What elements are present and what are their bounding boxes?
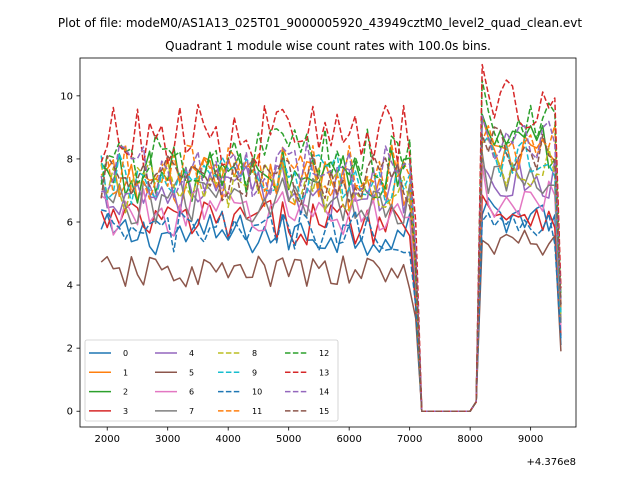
- legend-label-7: 7: [189, 407, 194, 416]
- legend-label-9: 9: [252, 368, 257, 377]
- series-line-13: [100, 63, 562, 412]
- x-offset-label: +4.376e8: [526, 457, 576, 468]
- x-tick-label: 8000: [457, 434, 482, 445]
- series-line-9: [100, 135, 562, 412]
- x-tick-label: 4000: [215, 434, 240, 445]
- figure-suptitle: Plot of file: modeM0/AS1A13_025T01_90000…: [58, 16, 582, 30]
- legend-label-14: 14: [319, 388, 329, 397]
- series-line-7: [100, 152, 562, 412]
- x-tick-label: 7000: [397, 434, 422, 445]
- x-tick-label: 3000: [155, 434, 180, 445]
- legend-label-13: 13: [319, 368, 329, 377]
- y-tick-label: 0: [67, 407, 73, 418]
- legend-label-11: 11: [252, 407, 262, 416]
- legend-label-8: 8: [252, 349, 257, 358]
- chart-title: Quadrant 1 module wise count rates with …: [165, 39, 491, 53]
- legend-label-0: 0: [123, 349, 128, 358]
- legend-label-6: 6: [189, 388, 194, 397]
- y-tick-label: 8: [67, 154, 73, 165]
- y-tick-label: 2: [67, 344, 73, 355]
- legend-label-2: 2: [123, 388, 128, 397]
- series-line-12: [100, 79, 562, 412]
- legend-label-3: 3: [123, 407, 128, 416]
- series-line-11: [100, 124, 562, 412]
- y-tick-label: 4: [67, 281, 73, 292]
- series-line-15: [100, 126, 562, 412]
- legend-label-1: 1: [123, 368, 128, 377]
- legend-label-12: 12: [319, 349, 329, 358]
- legend-label-5: 5: [189, 368, 194, 377]
- series-line-5: [100, 229, 562, 412]
- legend-label-10: 10: [252, 388, 262, 397]
- x-tick-label: 9000: [518, 434, 543, 445]
- y-tick-label: 10: [60, 91, 73, 102]
- x-tick-label: 6000: [336, 434, 361, 445]
- series-layer: [100, 63, 562, 412]
- legend-label-15: 15: [319, 407, 329, 416]
- series-line-10: [101, 209, 562, 412]
- x-tick-label: 2000: [94, 434, 119, 445]
- legend-frame: [84, 339, 339, 422]
- y-tick-label: 6: [67, 218, 73, 229]
- x-tick-label: 5000: [276, 434, 301, 445]
- legend-label-4: 4: [189, 349, 194, 358]
- series-line-14: [101, 115, 562, 412]
- plot-frame: [79, 57, 577, 428]
